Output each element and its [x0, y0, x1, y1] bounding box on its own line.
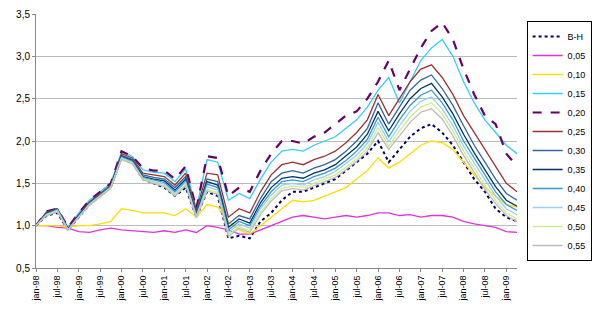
svg-text:jul-98: jul-98 — [52, 276, 62, 299]
svg-text:jul-03: jul-03 — [266, 276, 276, 299]
svg-text:jan-04: jan-04 — [287, 276, 297, 302]
svg-text:jan-06: jan-06 — [373, 276, 383, 302]
svg-text:2,5: 2,5 — [16, 93, 30, 104]
svg-text:jul-02: jul-02 — [223, 276, 233, 299]
svg-text:jul-99: jul-99 — [95, 276, 105, 299]
svg-text:0,10: 0,10 — [568, 70, 586, 80]
svg-text:0,45: 0,45 — [568, 203, 586, 213]
svg-text:jul-04: jul-04 — [309, 276, 319, 299]
svg-text:jul-01: jul-01 — [181, 276, 191, 299]
svg-text:jan-01: jan-01 — [159, 276, 169, 302]
svg-text:0,25: 0,25 — [568, 127, 586, 137]
svg-text:0,15: 0,15 — [568, 89, 586, 99]
svg-text:jul-00: jul-00 — [138, 276, 148, 299]
svg-text:0,05: 0,05 — [568, 51, 586, 61]
svg-text:jan-07: jan-07 — [416, 276, 426, 302]
svg-text:jan-05: jan-05 — [330, 276, 340, 302]
svg-text:jan-02: jan-02 — [202, 276, 212, 302]
svg-text:0,30: 0,30 — [568, 146, 586, 156]
svg-text:1,5: 1,5 — [16, 178, 30, 189]
svg-text:jan-08: jan-08 — [458, 276, 468, 302]
svg-text:0,50: 0,50 — [568, 222, 586, 232]
svg-text:0,35: 0,35 — [568, 165, 586, 175]
svg-text:jul-08: jul-08 — [480, 276, 490, 299]
svg-text:3,5: 3,5 — [16, 9, 30, 20]
svg-text:jul-07: jul-07 — [437, 276, 447, 299]
svg-text:jan-00: jan-00 — [116, 276, 126, 302]
svg-text:0,40: 0,40 — [568, 184, 586, 194]
svg-text:jan-98: jan-98 — [31, 276, 41, 302]
svg-text:jan-99: jan-99 — [74, 276, 84, 302]
svg-text:1,0: 1,0 — [16, 220, 30, 231]
svg-text:0,55: 0,55 — [568, 241, 586, 251]
svg-text:0,20: 0,20 — [568, 108, 586, 118]
svg-text:0,5: 0,5 — [16, 263, 30, 274]
svg-text:3,0: 3,0 — [16, 51, 30, 62]
svg-text:jan-09: jan-09 — [501, 276, 511, 302]
svg-text:2,0: 2,0 — [16, 136, 30, 147]
svg-text:jul-06: jul-06 — [394, 276, 404, 299]
svg-text:jan-03: jan-03 — [245, 276, 255, 302]
svg-text:B-H: B-H — [568, 32, 584, 42]
svg-text:jul-05: jul-05 — [352, 276, 362, 299]
